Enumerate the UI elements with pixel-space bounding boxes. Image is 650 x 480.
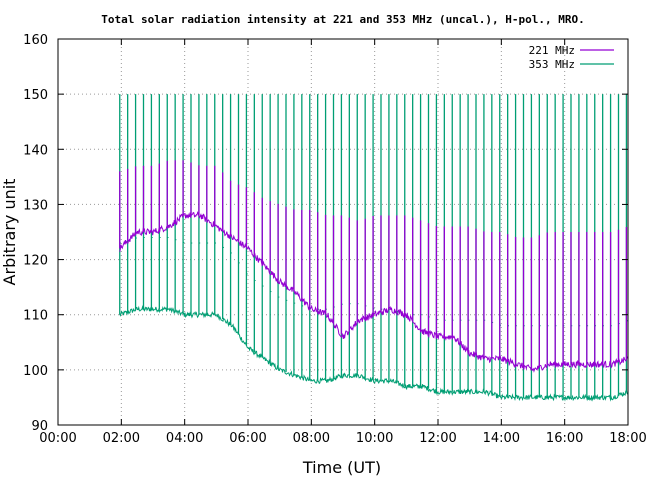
x-tick-label: 10:00 bbox=[356, 431, 393, 446]
x-tick-label: 00:00 bbox=[39, 431, 76, 446]
x-tick-labels: 00:00 02:00 04:00 06:00 08:00 10:00 12:00 14:00… bbox=[39, 431, 646, 446]
series-0 bbox=[119, 160, 629, 373]
x-tick-label: 06:00 bbox=[229, 431, 266, 446]
legend-label-221: 221 MHz bbox=[529, 44, 575, 57]
y-tick-label: 130 bbox=[23, 198, 48, 213]
x-tick-label: 02:00 bbox=[103, 431, 140, 446]
ticks bbox=[57, 38, 629, 426]
series-line-1 bbox=[119, 304, 629, 402]
legend: 221 MHz 353 MHz bbox=[529, 44, 614, 71]
series-layer bbox=[119, 94, 629, 402]
y-tick-label: 90 bbox=[31, 419, 48, 434]
y-tick-labels: 90 100 110 120 130 140 150 160 bbox=[23, 33, 48, 434]
y-axis-label: Arbitrary unit bbox=[0, 179, 19, 286]
x-tick-label: 04:00 bbox=[166, 431, 203, 446]
x-tick-label: 14:00 bbox=[483, 431, 520, 446]
legend-label-353: 353 MHz bbox=[529, 58, 575, 71]
y-tick-label: 150 bbox=[23, 88, 48, 103]
x-tick-label: 16:00 bbox=[546, 431, 583, 446]
y-tick-label: 100 bbox=[23, 364, 48, 379]
x-tick-label: 12:00 bbox=[419, 431, 456, 446]
chart-title: Total solar radiation intensity at 221 a… bbox=[101, 13, 584, 26]
x-tick-label: 18:00 bbox=[609, 431, 646, 446]
y-tick-label: 120 bbox=[23, 254, 48, 269]
grid bbox=[58, 39, 628, 425]
plot-frame bbox=[57, 38, 629, 426]
x-axis-label: Time (UT) bbox=[302, 458, 381, 477]
x-tick-label: 08:00 bbox=[293, 431, 330, 446]
y-tick-label: 160 bbox=[23, 33, 48, 48]
y-tick-label: 140 bbox=[23, 143, 48, 158]
y-tick-label: 110 bbox=[23, 309, 48, 324]
